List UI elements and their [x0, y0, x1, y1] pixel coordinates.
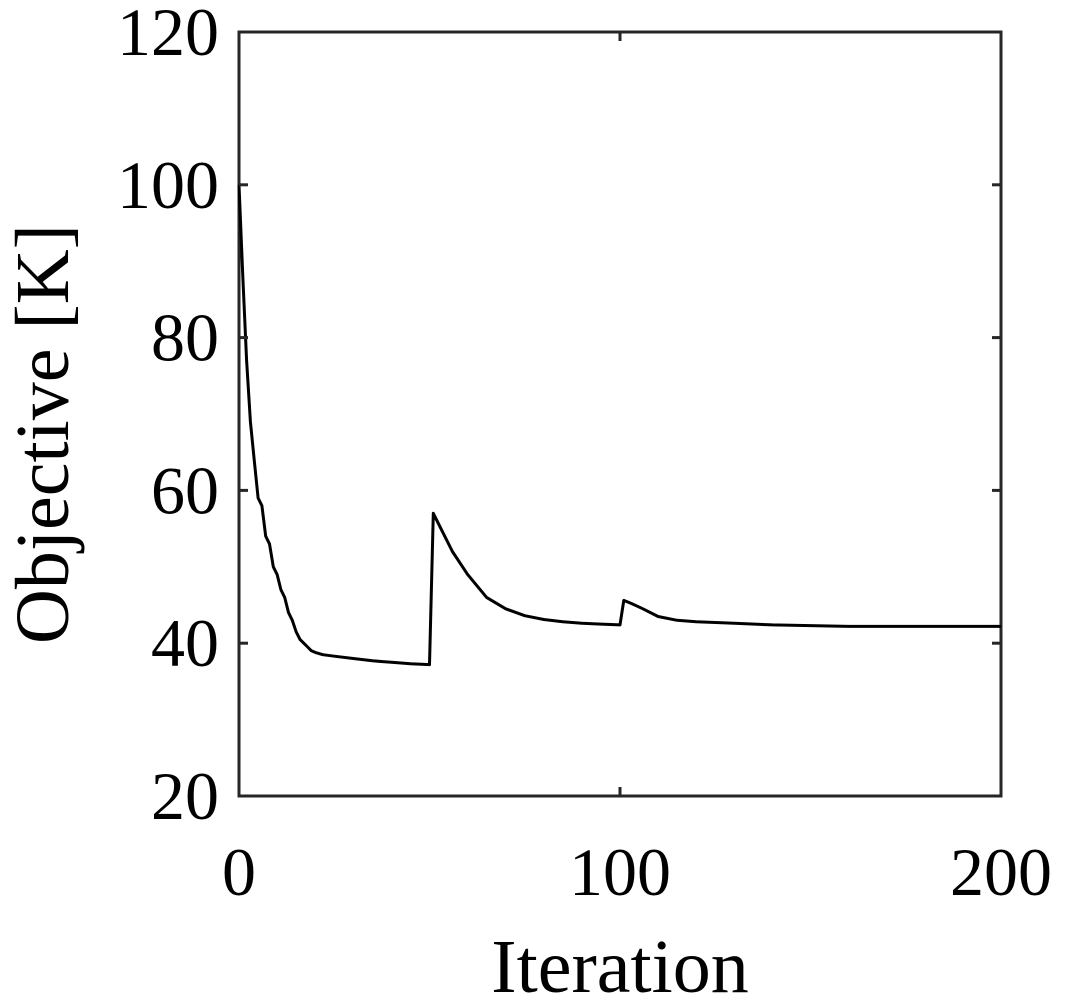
x-tick-label: 100: [569, 834, 671, 910]
y-tick-label: 40: [151, 605, 219, 681]
series-line-0: [237, 184, 1001, 667]
y-tick-label: 80: [151, 300, 219, 376]
y-tick-label: 60: [151, 452, 219, 528]
y-axis-label: Objective [K]: [1, 224, 85, 644]
y-tick-label: 100: [117, 147, 219, 223]
x-tick-label: 0: [222, 834, 256, 910]
x-tick-label: 200: [950, 834, 1052, 910]
x-axis-label: Iteration: [491, 925, 748, 997]
y-tick-label: 20: [151, 758, 219, 834]
plot-frame: [237, 30, 1003, 798]
y-tick-label: 120: [117, 0, 219, 70]
